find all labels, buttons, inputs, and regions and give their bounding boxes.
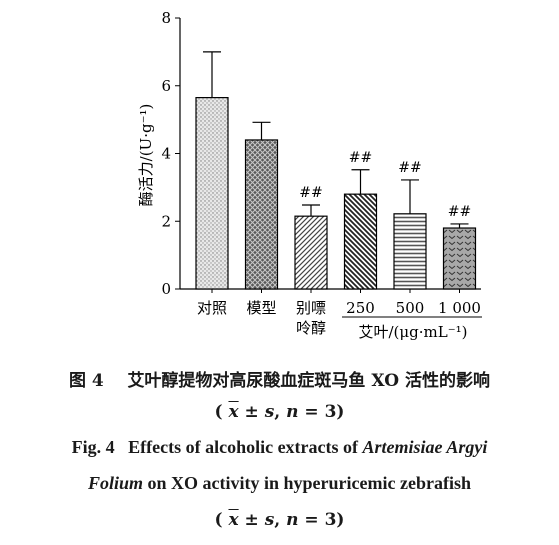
significance-annotation: ## xyxy=(398,160,421,176)
caption-en-prefix: Fig. 4 xyxy=(71,437,115,457)
stat-sd: s xyxy=(264,402,275,422)
stat-mean: x xyxy=(228,402,239,422)
bar xyxy=(195,97,229,290)
x-tick-label: 对照 xyxy=(197,299,227,317)
bar xyxy=(294,215,328,290)
stat-open-2: ( xyxy=(214,510,223,530)
stat-n-2: n xyxy=(286,510,299,530)
y-tick-label: 6 xyxy=(161,77,171,95)
y-tick-label: 8 xyxy=(161,9,171,27)
y-ticks: 0 2 4 6 8 xyxy=(161,9,180,298)
caption-chinese: 图 4 艾叶醇提物对高尿酸血症斑马鱼 XO 活性的影响 xyxy=(0,366,559,391)
x-tick-label: 500 xyxy=(396,299,425,317)
caption-stat-en: ( x ± s, n = 3) xyxy=(0,510,559,530)
bar xyxy=(343,193,378,290)
x-tick-label: 呤醇 xyxy=(296,319,326,337)
stat-comma: , xyxy=(274,402,287,422)
stat-pm: ± xyxy=(238,402,265,422)
x-tick-label: 模型 xyxy=(246,299,276,317)
stat-pm-2: ± xyxy=(238,510,265,530)
caption-en-text2: on XO activity in hyperuricemic zebrafis… xyxy=(147,473,471,493)
bar xyxy=(393,213,427,290)
bars: ## ## ## ## xyxy=(195,51,477,290)
stat-mean-2: x xyxy=(228,510,239,530)
caption-en-text1: Effects of alcoholic extracts of xyxy=(128,437,359,457)
stat-comma-2: , xyxy=(274,510,287,530)
significance-annotation: ## xyxy=(299,185,322,201)
caption-cn-text: 艾叶醇提物对高尿酸血症斑马鱼 XO 活性的影响 xyxy=(127,371,490,391)
caption-en-italic1: Artemisiae Argyi xyxy=(362,437,488,457)
y-axis-label: 酶活力/(U·g⁻¹) xyxy=(137,104,155,207)
y-tick-label: 0 xyxy=(161,280,171,298)
significance-annotation: ## xyxy=(448,204,471,220)
significance-annotation: ## xyxy=(349,150,372,166)
bar xyxy=(244,139,279,290)
y-tick-label: 2 xyxy=(161,212,171,230)
caption-english-line1: Fig. 4 Effects of alcoholic extracts of … xyxy=(0,437,559,458)
stat-eq-2: = 3) xyxy=(298,510,345,530)
caption-en-italic2: Folium xyxy=(88,473,144,493)
caption-stat-cn: ( x ± s, n = 3) xyxy=(0,402,559,422)
caption-english-line2: Folium on XO activity in hyperuricemic z… xyxy=(0,473,559,494)
stat-open: ( xyxy=(214,402,223,422)
x-tick-label: 1 000 xyxy=(438,299,481,317)
stat-eq: = 3) xyxy=(298,402,345,422)
x-tick-label: 250 xyxy=(346,299,375,317)
stat-sd-2: s xyxy=(264,510,275,530)
stat-n: n xyxy=(286,402,299,422)
bar xyxy=(442,227,477,290)
group-label: 艾叶/(μg·mL⁻¹) xyxy=(359,323,468,341)
y-tick-label: 4 xyxy=(161,145,171,163)
caption-cn-prefix: 图 4 xyxy=(69,371,104,391)
x-tick-label: 别嘌 xyxy=(296,299,326,317)
